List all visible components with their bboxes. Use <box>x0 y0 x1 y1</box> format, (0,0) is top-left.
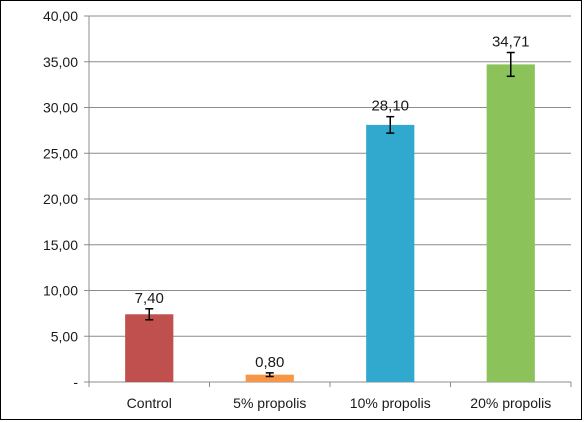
data-label: 28,10 <box>371 98 409 115</box>
x-category-label: 20% propolis <box>470 395 551 411</box>
data-label: 7,40 <box>135 290 164 307</box>
x-category-label: 10% propolis <box>350 395 431 411</box>
x-category-label: 5% propolis <box>233 395 306 411</box>
y-tick-label: 30,00 <box>43 100 78 116</box>
y-tick-label: 35,00 <box>43 54 78 70</box>
bar-20-propolis <box>486 64 535 382</box>
data-label: 34,71 <box>492 34 530 51</box>
y-tick-label: 20,00 <box>43 191 78 207</box>
data-label: 0,80 <box>255 354 284 371</box>
y-tick-label: 25,00 <box>43 145 78 161</box>
y-tick-label: 5,00 <box>51 328 78 344</box>
y-tick-label: - <box>73 374 78 390</box>
bar-5-propolis <box>245 374 294 382</box>
y-tick-label: 10,00 <box>43 283 78 299</box>
bar-10-propolis <box>366 124 415 382</box>
x-category-label: Control <box>127 395 172 411</box>
y-tick-label: 40,00 <box>43 8 78 24</box>
y-tick-label: 15,00 <box>43 237 78 253</box>
bar-control <box>125 314 174 382</box>
